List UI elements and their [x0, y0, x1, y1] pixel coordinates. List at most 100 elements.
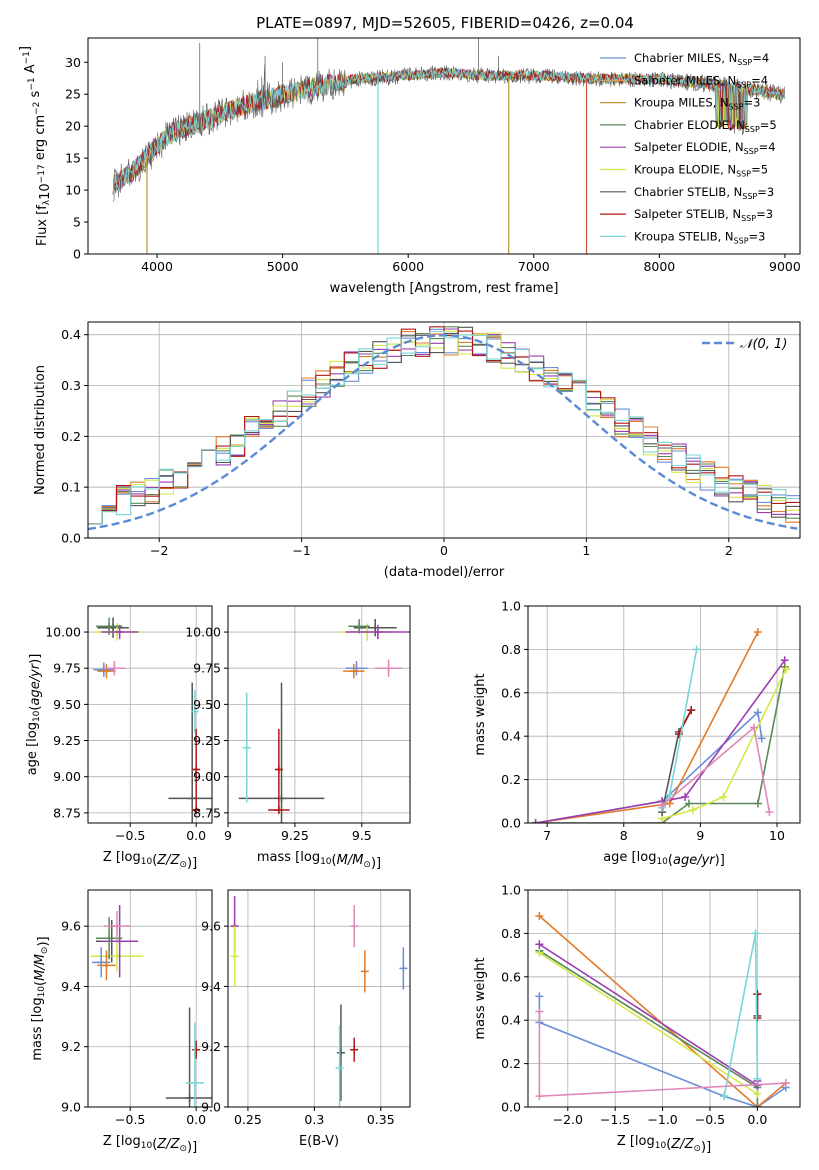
- legend: Chabrier MILES, NSSP=4 Salpeter MILES, NS…: [600, 51, 777, 245]
- panel-weight_vs_Z: −2.0 −1.5 −1.0 −0.5 0.0 0.0 0.2 0.4 0.6 0.8 1.0 Z […: [473, 883, 801, 1155]
- x-tick-label: 8000: [643, 259, 675, 274]
- data-point: [192, 1040, 201, 1059]
- y-tick-label: 0.2: [501, 772, 521, 787]
- plot-area: [88, 326, 800, 531]
- x-axis-label: Z [log10(Z/Z⊙)]: [103, 1134, 197, 1155]
- weight-series: [720, 929, 762, 1101]
- weight-marker: [781, 1079, 790, 1088]
- point-marker: [105, 622, 114, 631]
- data-point: [97, 663, 116, 679]
- x-tick-label: 4000: [141, 259, 173, 274]
- point-marker: [115, 628, 124, 637]
- weight-marker: [535, 1007, 544, 1016]
- weight-marker: [750, 723, 759, 732]
- y-tick-label: 0.8: [501, 926, 521, 941]
- point-marker: [192, 1045, 201, 1054]
- data-point: [268, 805, 290, 814]
- normal-curve: [88, 333, 798, 531]
- weight-marker: [681, 792, 690, 801]
- data-point: [185, 1022, 205, 1107]
- x-tick-label: −0.5: [695, 1112, 725, 1127]
- y-tick-label: 9.4: [201, 979, 221, 994]
- y-tick-label: 9.50: [53, 697, 81, 712]
- legend-label: Kroupa MILES, NSSP=3: [634, 96, 760, 112]
- point-marker: [360, 967, 369, 976]
- axes-frame: [87, 605, 213, 824]
- x-axis-label: E(B-V): [299, 1134, 339, 1149]
- point-marker: [192, 765, 201, 774]
- y-tick-label: 0.0: [501, 816, 521, 831]
- legend-label: Salpeter ELODIE, NSSP=4: [634, 140, 776, 156]
- x-tick-label: 9.25: [281, 828, 309, 843]
- data-point: [190, 689, 199, 734]
- y-tick-label: 1.0: [501, 883, 521, 898]
- x-tick-label: −2.0: [553, 1112, 583, 1127]
- x-tick-label: 6000: [392, 259, 424, 274]
- y-tick-label: 0: [73, 247, 81, 262]
- data-point: [343, 663, 365, 679]
- data-point: [345, 624, 410, 640]
- x-tick-label: 5000: [267, 259, 299, 274]
- weight-marker: [535, 948, 544, 957]
- y-tick-label: 0.4: [501, 729, 521, 744]
- y-tick-label: 0.4: [61, 327, 81, 342]
- panel-age_vs_mass: 9 9.25 9.5 8.75 9.00 9.25 9.50 9.75 10.00 mass [l…: [185, 605, 411, 871]
- y-tick-label: 1.0: [501, 599, 521, 614]
- plot-area: [535, 912, 790, 1107]
- y-axis-label: Normed distribution: [33, 365, 48, 495]
- point-marker: [274, 805, 283, 814]
- point-marker: [110, 664, 119, 673]
- y-axis-label: age [log10(age/yr)]: [25, 654, 43, 776]
- x-axis-label: Z [log10(Z/Z⊙)]: [103, 850, 197, 871]
- x-tick-label: 0.25: [234, 1112, 262, 1127]
- y-tick-label: 10.00: [45, 625, 81, 640]
- weight-marker: [658, 801, 667, 810]
- legend-label: Kroupa ELODIE, NSSP=5: [634, 163, 768, 179]
- x-tick-label: 9000: [769, 259, 801, 274]
- y-tick-label: 0.0: [61, 531, 81, 546]
- x-tick-label: 7000: [518, 259, 550, 274]
- y-tick-label: 25: [65, 87, 81, 102]
- x-axis-label: (data-model)/error: [384, 565, 505, 580]
- point-marker: [349, 667, 358, 676]
- point-marker: [336, 1048, 345, 1057]
- point-marker: [190, 1078, 199, 1087]
- point-marker: [350, 922, 359, 931]
- legend-label: Salpeter STELIB, NSSP=3: [634, 207, 773, 223]
- legend-label: Chabrier MILES, NSSP=4: [634, 51, 769, 67]
- data-point: [360, 950, 369, 993]
- y-axis-label: mass weight: [473, 673, 488, 755]
- x-tick-label: 2: [725, 543, 733, 558]
- x-tick-label: 0: [440, 543, 448, 558]
- x-tick-label: 10: [769, 828, 785, 843]
- data-point: [350, 905, 359, 948]
- point-marker: [335, 1063, 344, 1072]
- weight-marker: [753, 1074, 762, 1083]
- weight-marker: [753, 799, 762, 808]
- weight-series: [531, 708, 766, 823]
- data-point: [91, 947, 111, 978]
- data-point: [95, 617, 123, 635]
- weight-marker: [720, 1092, 729, 1101]
- legend-label: Chabrier ELODIE, NSSP=5: [634, 118, 777, 134]
- weight-marker: [535, 1092, 544, 1101]
- weight-line: [538, 915, 787, 1107]
- y-tick-label: 0.8: [501, 642, 521, 657]
- legend-label: Salpeter MILES, NSSP=4: [634, 73, 768, 89]
- y-tick-label: 9.6: [201, 919, 221, 934]
- data-point: [375, 659, 402, 677]
- y-tick-label: 9.2: [61, 1039, 81, 1054]
- data-point: [230, 926, 239, 987]
- data-point: [192, 728, 201, 810]
- y-axis-label: Flux [fλ10−17 erg cm−2 s−1 A−1]: [18, 46, 53, 246]
- data-point: [165, 1007, 212, 1107]
- weight-series: [535, 940, 762, 1090]
- y-tick-label: 9.2: [201, 1039, 221, 1054]
- weight-line: [538, 943, 759, 1087]
- data-point: [95, 917, 123, 960]
- x-tick-label: 9.5: [352, 828, 372, 843]
- weight-series: [535, 948, 762, 1098]
- weight-marker: [753, 628, 762, 637]
- x-tick-label: −1.5: [600, 1112, 630, 1127]
